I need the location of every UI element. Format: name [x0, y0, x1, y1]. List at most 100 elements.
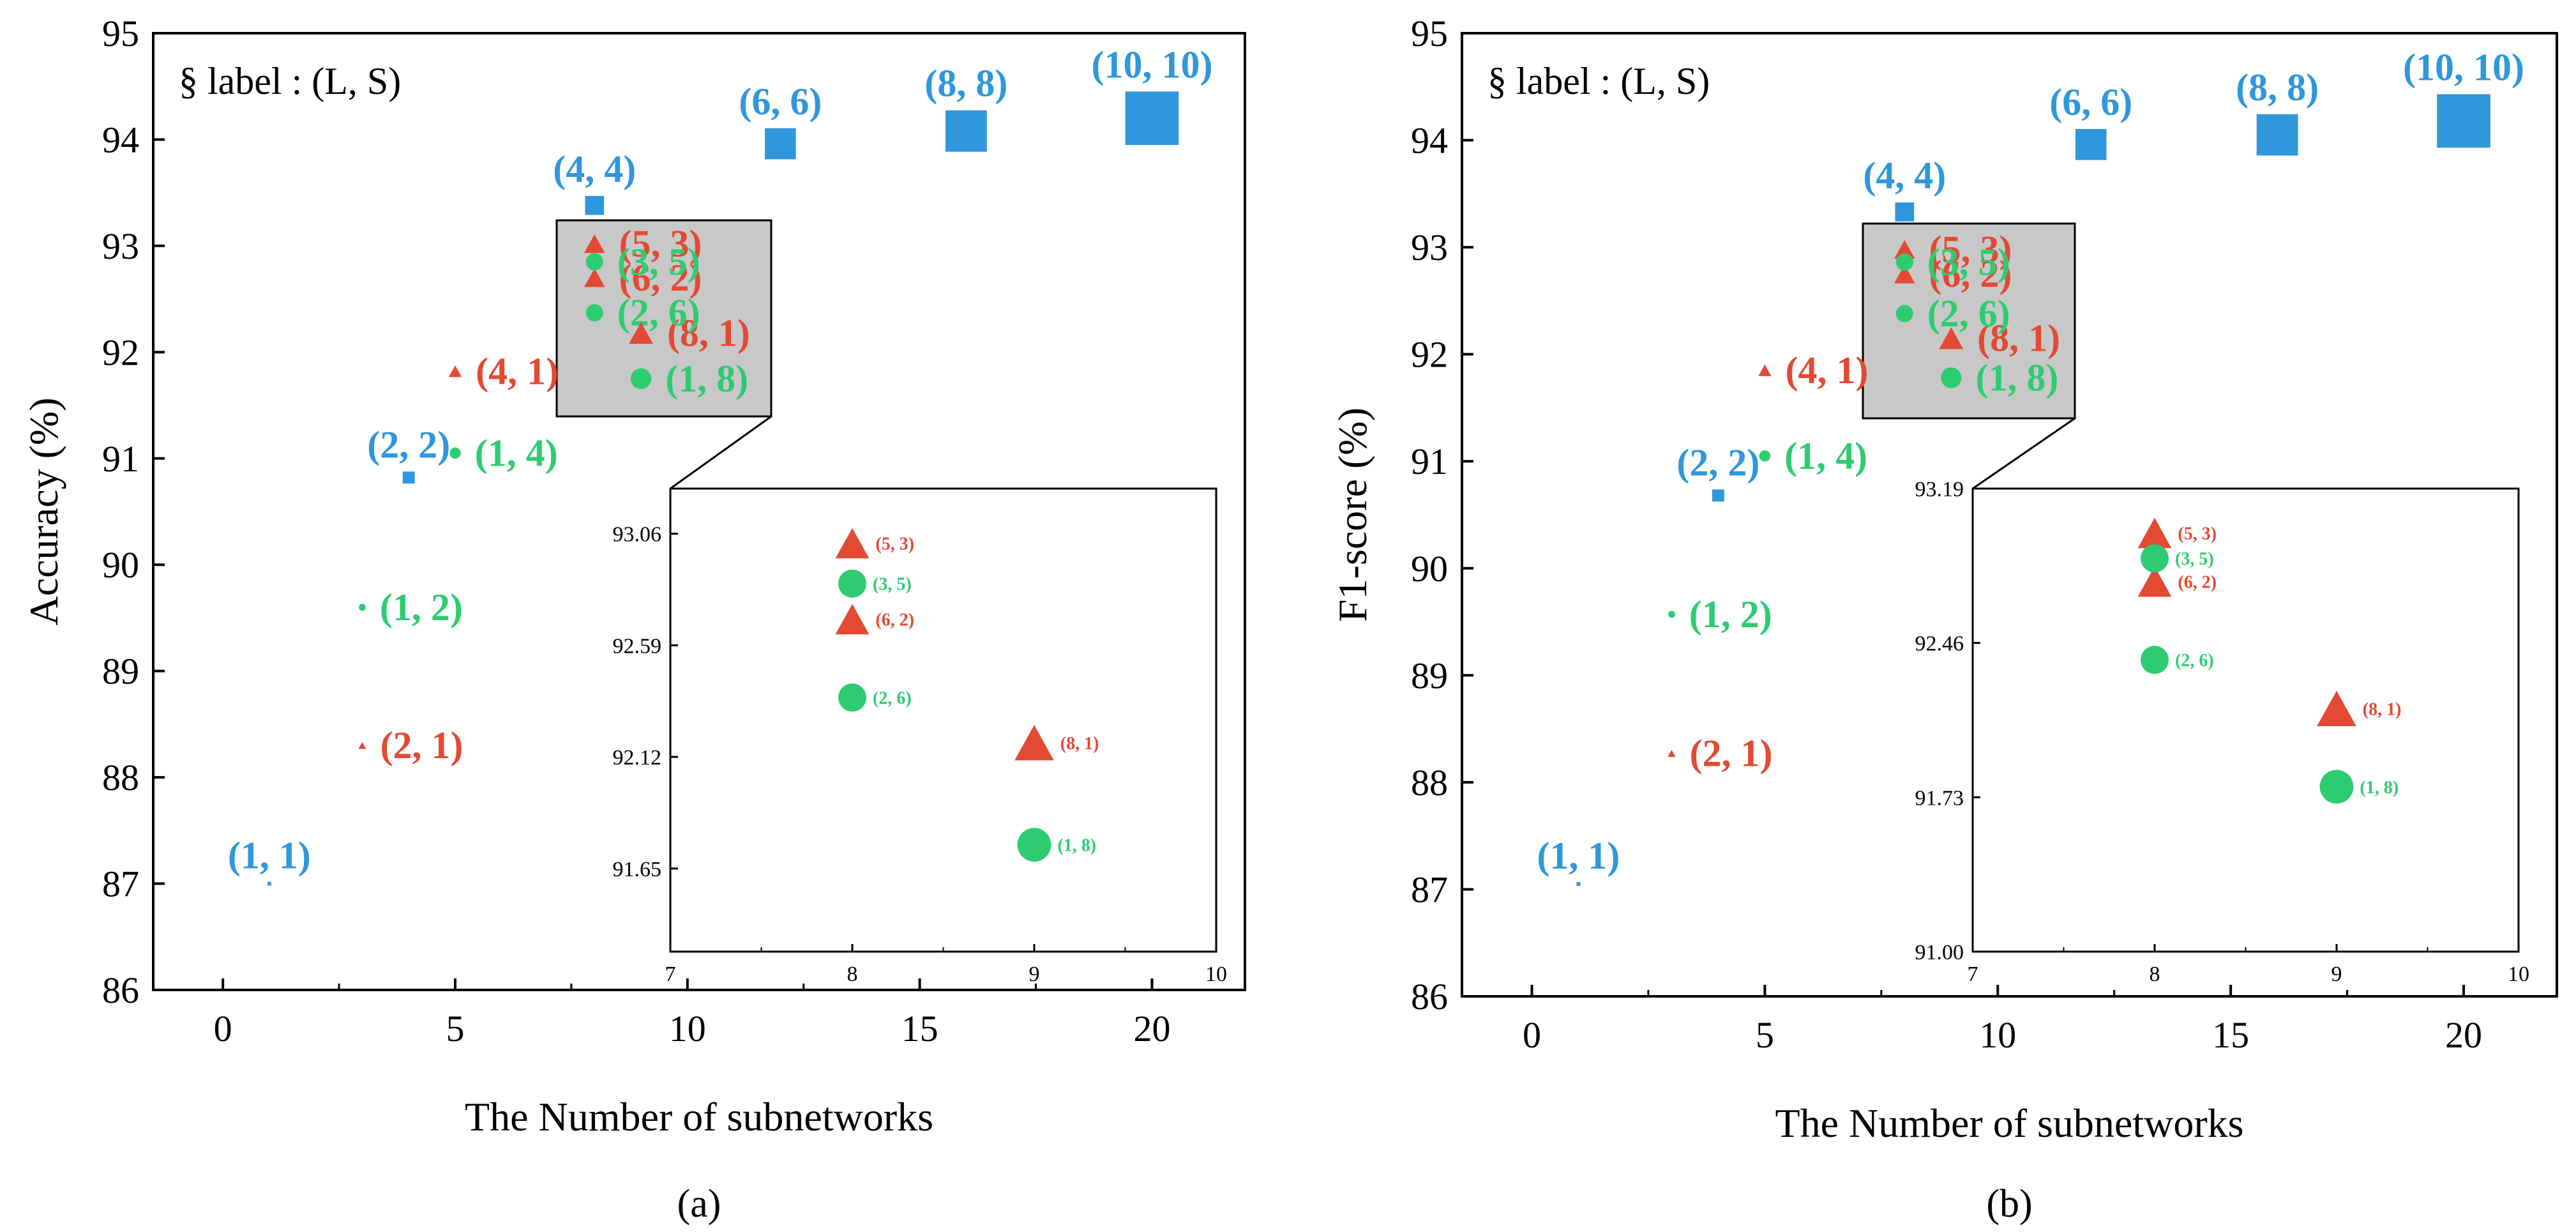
data-point — [1894, 264, 1915, 284]
data-label: (4, 1) — [1785, 349, 1868, 392]
data-point — [1668, 611, 1675, 618]
data-label: (6, 6) — [739, 80, 822, 123]
y-axis-label: Accuracy (%) — [21, 397, 66, 625]
inset-data-label: (3, 5) — [2175, 549, 2214, 569]
data-point — [1758, 364, 1772, 376]
data-point — [585, 253, 603, 271]
y-tick-label: 86 — [1411, 976, 1448, 1017]
data-label: (3, 5) — [1927, 241, 2010, 284]
inset-data-point — [2317, 690, 2356, 727]
inset-x-tick-label: 8 — [847, 962, 858, 986]
inset-frame — [669, 487, 1217, 953]
data-point — [359, 604, 366, 611]
data-label: (8, 8) — [2236, 66, 2319, 109]
legend-note: § label : (L, S) — [179, 60, 401, 102]
data-label: (1, 4) — [1784, 435, 1867, 477]
data-label: (5, 3) — [619, 223, 702, 265]
inset-y-tick-label: 93.06 — [613, 523, 662, 547]
data-point — [765, 128, 796, 160]
inset-x-tick-label: 7 — [665, 962, 676, 986]
x-tick-label: 10 — [669, 1008, 706, 1049]
y-tick-label: 92 — [1411, 334, 1448, 376]
data-label: (1, 1) — [1537, 835, 1620, 877]
inset-frame — [1971, 487, 2520, 953]
inset-data-point — [2137, 566, 2172, 597]
inset-data-point — [2319, 770, 2354, 804]
panel-label: (a) — [677, 1182, 721, 1226]
data-label: (1, 1) — [228, 835, 311, 877]
data-point — [2256, 114, 2298, 156]
x-tick-label: 20 — [2445, 1014, 2482, 1056]
inset-data-point — [835, 604, 870, 635]
plot-frame — [1461, 32, 2558, 998]
inset-data-point — [1014, 725, 1054, 761]
data-label: (1, 4) — [475, 432, 558, 474]
data-point — [448, 365, 462, 377]
y-tick-label: 91 — [102, 438, 139, 480]
data-point — [2075, 128, 2107, 160]
data-label: (5, 3) — [1929, 228, 2012, 270]
x-tick-label: 5 — [446, 1008, 464, 1049]
inset-data-label: (5, 3) — [875, 535, 914, 554]
inset-data-label: (1, 8) — [2360, 778, 2399, 798]
y-tick-label: 88 — [102, 757, 139, 798]
data-point — [358, 741, 366, 749]
data-point — [1895, 202, 1915, 222]
x-tick-label: 10 — [1979, 1014, 2016, 1056]
data-label: (1, 2) — [1689, 593, 1772, 635]
inset-data-label: (5, 3) — [2178, 524, 2217, 544]
data-label: (8, 1) — [1977, 317, 2060, 360]
data-label: (2, 6) — [1927, 293, 2010, 335]
data-label: (2, 1) — [1689, 733, 1772, 775]
y-tick-label: 92 — [102, 331, 139, 373]
data-label: (2, 2) — [367, 423, 450, 466]
inset-x-tick-label: 9 — [1029, 962, 1040, 986]
data-point — [1576, 882, 1581, 886]
inset-data-label: (2, 6) — [873, 688, 912, 708]
data-point — [584, 234, 605, 254]
x-axis-label: The Number of subnetworks — [465, 1094, 933, 1139]
inset-x-tick-label: 10 — [1205, 962, 1227, 986]
data-label: (6, 2) — [1929, 253, 2012, 295]
inset-y-tick-label: 91.73 — [1915, 786, 1964, 810]
y-tick-label: 95 — [102, 13, 139, 54]
data-label: (4, 4) — [553, 148, 636, 190]
main-labels: (1, 1) (2, 2) (4, 4) (6, 6) (8, 8) (10, 10) (2… — [228, 43, 1213, 876]
panel-label: (b) — [1986, 1182, 2032, 1226]
data-point — [1712, 489, 1724, 502]
data-point — [1894, 240, 1915, 259]
x-tick-label: 15 — [2212, 1014, 2249, 1056]
data-point — [945, 110, 987, 152]
data-label: (2, 6) — [617, 292, 700, 334]
inset-x-tick-label: 9 — [2331, 962, 2342, 986]
data-label: (10, 10) — [2403, 47, 2524, 89]
inset-data-point — [838, 683, 866, 712]
y-tick-label: 94 — [1411, 120, 1448, 162]
data-point — [449, 447, 461, 459]
y-tick-label: 86 — [102, 970, 139, 1011]
inset-plot: 7 8 9 10 91.65 92.12 92.59 93.06 (5, 3) (6, 2) (8,… — [613, 487, 1227, 986]
data-label: (1, 8) — [1975, 357, 2058, 399]
inset-y-tick-label: 92.59 — [613, 634, 662, 658]
x-tick-label: 15 — [901, 1008, 938, 1049]
data-label: (6, 6) — [2049, 81, 2132, 123]
inset-y-tick-label: 93.19 — [1915, 478, 1964, 501]
data-label: (3, 5) — [617, 241, 700, 283]
y-tick-label: 95 — [1411, 13, 1448, 54]
data-point — [2437, 94, 2490, 148]
data-point — [402, 471, 415, 484]
inset-x-tick-label: 7 — [1968, 962, 1978, 986]
y-tick-label: 88 — [1411, 762, 1448, 803]
main-labels: (1, 1) (2, 2) (4, 4) (6, 6) (8, 8) (10, 10) (2… — [1537, 47, 2524, 877]
inset-plot: 7 8 9 10 91.00 91.73 92.46 93.19 (5, 3) (6, 2) (8,… — [1915, 478, 2530, 986]
inset-data-point — [2141, 544, 2169, 573]
inset-x-tick-label: 10 — [2508, 962, 2529, 986]
inset-y-tick-label: 91.65 — [613, 858, 662, 881]
zoom-connector — [1972, 417, 2075, 490]
inset-data-label: (2, 6) — [2175, 651, 2214, 671]
y-tick-label: 89 — [102, 651, 139, 692]
y-tick-label: 91 — [1411, 441, 1448, 482]
x-axis-label: The Number of subnetworks — [1775, 1100, 2243, 1146]
data-label: (2, 1) — [380, 724, 463, 766]
